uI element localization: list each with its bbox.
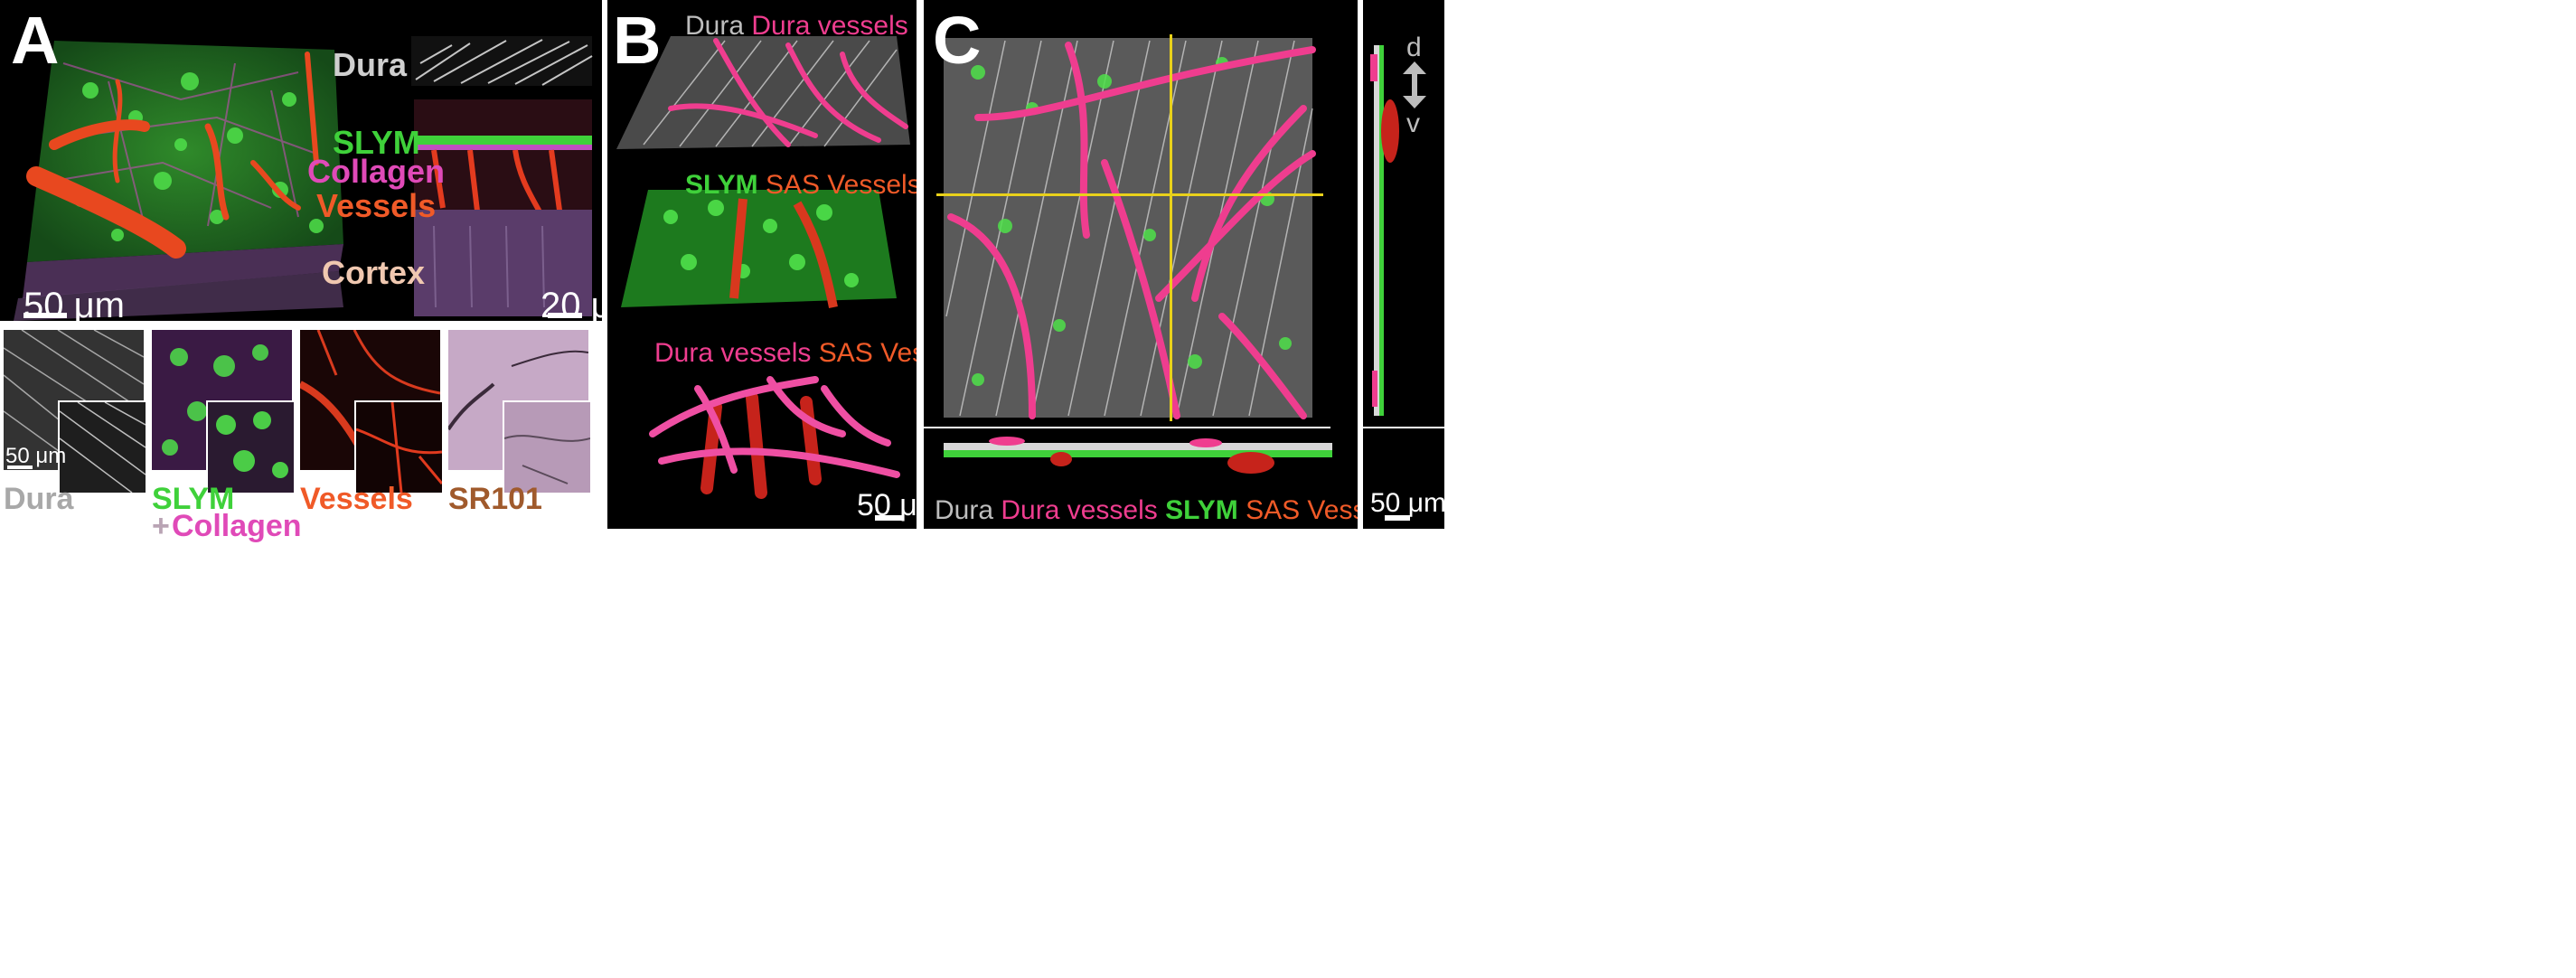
label-dura: Dura — [333, 49, 407, 81]
arrow-v-label: v — [1406, 110, 1420, 137]
tile-dura-inset — [58, 400, 147, 494]
panel-b-header3-dura-vessels: Dura vessels — [654, 338, 811, 368]
scale-label-tile: 50 μm — [5, 446, 66, 467]
scale-label-a-left: 50 μm — [24, 287, 125, 321]
label-vessels: Vessels — [316, 190, 436, 222]
panel-b-header2: SLYM SAS Vessels — [685, 172, 917, 199]
panel-b-header2-sas: SAS Vessels — [766, 170, 917, 200]
tile-slym-inset — [206, 400, 296, 494]
scale-label-b: 50 μm — [857, 490, 917, 521]
panel-a-tiles: 50 μm Dura SLYM + Collagen Vesse — [0, 330, 602, 529]
tile-label-plus: + — [152, 511, 170, 541]
crosshair-vertical — [1170, 34, 1172, 421]
panel-c-yz: d v 50 μm — [1361, 0, 1444, 529]
label-cortex: Cortex — [322, 257, 425, 289]
panel-b-header2-slym: SLYM — [685, 170, 758, 200]
panel-c: C Dura Dura vessels SLYM SAS Vessels — [924, 0, 1358, 529]
panel-b-header3: Dura vessels SAS Vessels — [654, 340, 917, 367]
panel-b-header1: Dura Dura vessels — [685, 13, 908, 40]
panel-b-letter: B — [613, 7, 661, 74]
label-collagen: Collagen — [307, 155, 445, 188]
panel-c-legend: Dura Dura vessels SLYM SAS Vessels — [935, 497, 1358, 524]
panel-b-header1-vessels: Dura vessels — [751, 11, 907, 41]
panel-a-3d-volume — [0, 0, 602, 321]
panel-b-volumes — [607, 0, 917, 529]
panel-c-letter: C — [933, 7, 981, 74]
panel-b: B Dura Dura vessels SLYM SAS Vessels Dur… — [607, 0, 917, 529]
legend-dura-vessels: Dura vessels — [1001, 495, 1157, 525]
tile-sr101-inset — [503, 400, 592, 494]
double-arrow-icon — [1401, 61, 1428, 108]
tile-label-collagen: Collagen — [172, 511, 302, 541]
legend-dura: Dura — [935, 495, 993, 525]
xz-view — [944, 432, 1332, 504]
arrow-d-label: d — [1406, 34, 1422, 61]
legend-sas-vessels: SAS Vessels — [1246, 495, 1358, 525]
panel-b-header1-dura: Dura — [685, 11, 744, 41]
tile-vessels-inset — [354, 400, 444, 494]
tile-label-dura: Dura — [4, 484, 73, 514]
crosshair-horizontal — [936, 193, 1323, 196]
panel-b-header3-sas: SAS Vessels — [819, 338, 917, 368]
panel-a-main: A Dura SLYM Collagen Vessels Cortex 50 μ… — [0, 0, 602, 321]
panel-a-letter: A — [11, 7, 59, 74]
scale-label-c: 50 μm — [1370, 490, 1444, 517]
tile-label-sr101: SR101 — [448, 484, 542, 514]
scale-label-a-right: 20 μm — [541, 287, 602, 321]
legend-slym: SLYM — [1165, 495, 1238, 525]
xz-strip — [924, 427, 1330, 428]
tile-label-vessels: Vessels — [300, 484, 413, 514]
